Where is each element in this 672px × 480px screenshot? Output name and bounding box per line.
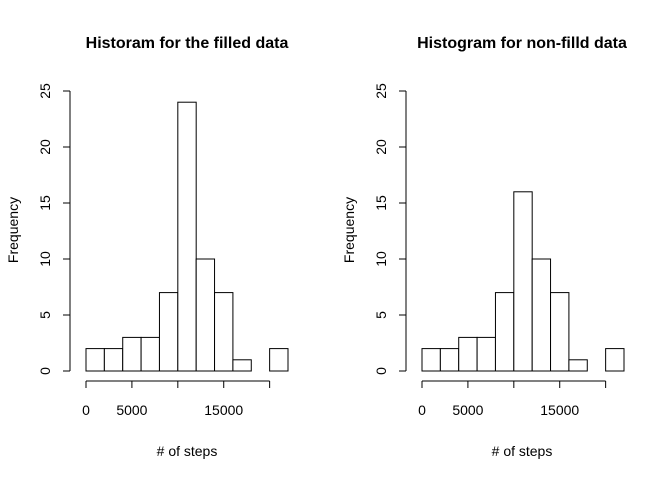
histogram-bar [269,348,289,372]
x-axis: 0 5000 15000 [418,380,607,418]
x-axis-label: # of steps [492,443,553,459]
y-axis-label: Frequency [341,197,357,263]
y-tick-label: 5 [37,311,53,319]
x-tick-label: 0 [82,402,90,418]
x-tick-label: 15000 [204,402,243,418]
y-tick-label: 0 [37,367,53,375]
histogram-bar [214,292,234,372]
histogram-bar [195,258,216,372]
y-tick-label: 25 [373,83,389,99]
x-tick-label: 5000 [116,402,147,418]
chart-title: Histogram for non-filld data [417,35,627,52]
histogram-bar [421,348,441,372]
histogram-bar [140,336,160,372]
y-axis: 0 5 10 15 20 25 [37,83,71,375]
y-tick-label: 10 [373,251,389,267]
histogram-bar [494,292,515,372]
histogram-bar [85,348,105,372]
histogram-bar [439,348,460,372]
x-axis: 0 5000 15000 [82,380,271,418]
x-tick-label: 0 [418,402,426,418]
y-tick-label: 10 [37,251,53,267]
y-tick-label: 20 [373,139,389,155]
x-tick-label: 5000 [452,402,483,418]
histogram-bar [513,191,533,372]
x-axis-label: # of steps [157,443,218,459]
x-tick-label: 15000 [540,402,579,418]
histogram-bar [122,336,142,372]
bars [85,101,289,372]
histogram-bar [568,359,588,372]
histogram-bar [177,101,197,372]
histogram-bar [550,292,570,372]
y-tick-label: 0 [373,367,389,375]
y-tick-label: 20 [37,139,53,155]
y-tick-label: 15 [37,195,53,211]
y-tick-label: 5 [373,311,389,319]
histogram-panel-filled: Historam for the filled data Frequency #… [5,35,289,459]
histogram-bar [103,348,124,372]
histogram-panel-non-filled: Histogram for non-filld data Frequency #… [341,35,627,459]
histogram-bar [605,348,625,372]
chart-title: Historam for the filled data [86,35,289,52]
histogram-bar [458,336,478,372]
bars [421,191,625,372]
y-tick-label: 15 [373,195,389,211]
histogram-bar [232,359,252,372]
histogram-bar [476,336,496,372]
y-axis: 0 5 10 15 20 25 [373,83,407,375]
y-tick-label: 25 [37,83,53,99]
histogram-bar [158,292,179,372]
histogram-bar [531,258,552,372]
y-axis-label: Frequency [5,197,21,263]
